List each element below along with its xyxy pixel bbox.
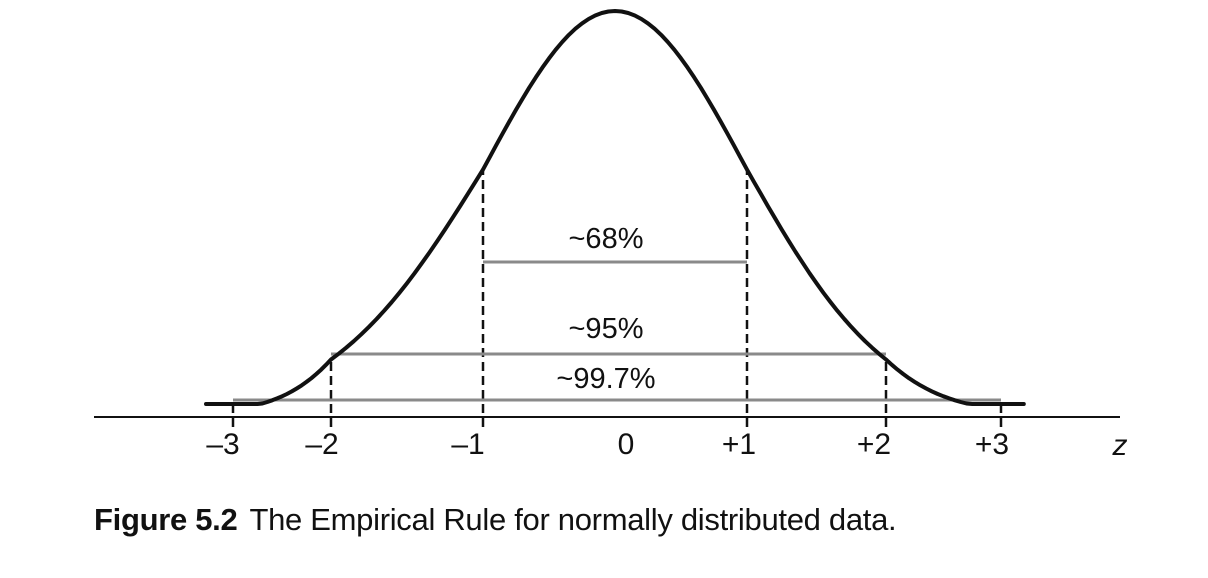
interval-label: ~99.7% [556, 363, 655, 395]
x-tick-label: +3 [975, 428, 1009, 461]
x-tick-label: 0 [618, 428, 635, 461]
x-tick-label: –1 [451, 428, 484, 461]
figure-label: Figure 5.2 [94, 502, 238, 537]
figure-caption-text: The Empirical Rule for normally distribu… [249, 502, 897, 537]
x-tick-labels: –3 –2 –1 0 +1 +2 +3 [206, 428, 1009, 461]
interval-label: ~68% [569, 223, 644, 255]
x-tick-label: –2 [305, 428, 338, 461]
interval-labels: ~68% ~95% ~99.7% [556, 223, 655, 395]
figure-caption: Figure 5.2 The Empirical Rule for normall… [94, 502, 1194, 538]
interval-label: ~95% [569, 313, 644, 345]
x-axis-label: z [1112, 429, 1128, 462]
normal-curve [204, 9, 1026, 406]
x-tick-label: –3 [206, 428, 239, 461]
x-tick-label: +1 [722, 428, 756, 461]
sigma-guide-lines [231, 169, 1003, 427]
x-tick-label: +2 [857, 428, 891, 461]
interval-bars [233, 260, 1001, 402]
